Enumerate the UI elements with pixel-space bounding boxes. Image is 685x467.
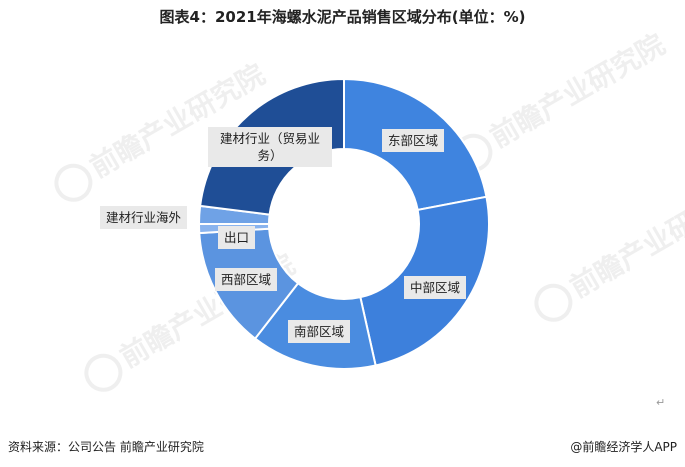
return-mark: ↵ [656, 396, 666, 409]
slice-label: 出口 [218, 226, 256, 249]
slice-label: 东部区域 [382, 129, 445, 152]
slice-label: 建材行业（贸易业务） [208, 127, 332, 167]
slice-label: 中部区域 [404, 276, 467, 299]
chart-title: 图表4：2021年海螺水泥产品销售区域分布(单位：%) [159, 8, 526, 26]
slice-label: 建材行业海外 [100, 206, 188, 229]
slice-label: 西部区域 [215, 268, 278, 291]
slice-label: 南部区域 [288, 320, 351, 343]
source-note: 资料来源：公司公告 前瞻产业研究院 [8, 440, 204, 454]
brand-note: @前瞻经济学人APP [570, 440, 677, 454]
